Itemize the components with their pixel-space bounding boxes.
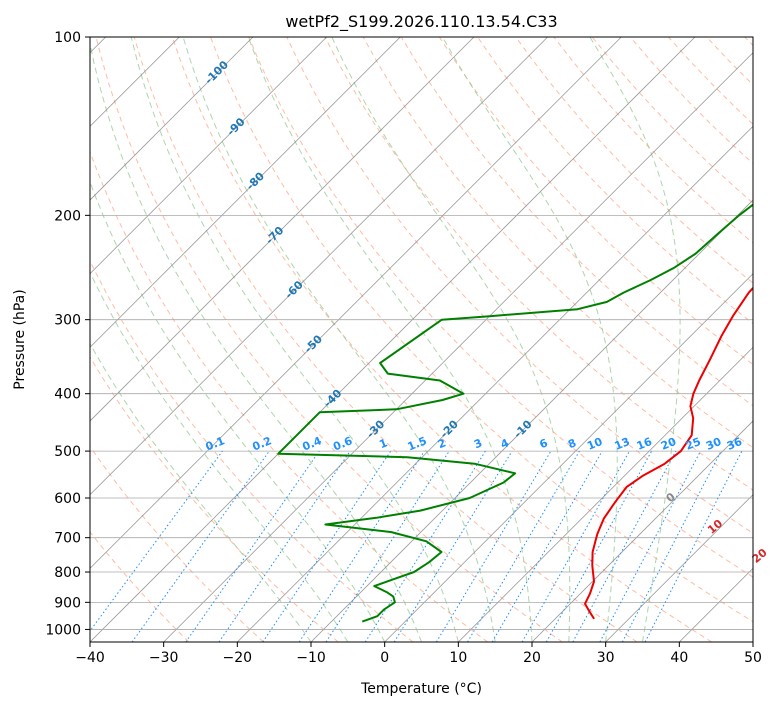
x-tick-label: 10	[449, 650, 467, 666]
x-tick-label: 30	[597, 650, 615, 666]
y-tick-label: 200	[54, 208, 81, 224]
y-tick-label: 600	[54, 491, 81, 507]
x-tick-label: 40	[670, 650, 688, 666]
x-tick-label: −30	[149, 650, 179, 666]
x-tick-label: −40	[75, 650, 105, 666]
x-tick-label: 0	[380, 650, 389, 666]
y-tick-label: 1000	[45, 622, 81, 638]
x-tick-label: −10	[296, 650, 326, 666]
y-tick-label: 900	[54, 595, 81, 611]
y-tick-label: 800	[54, 565, 81, 581]
x-tick-label: −20	[223, 650, 253, 666]
y-tick-label: 500	[54, 444, 81, 460]
y-tick-label: 100	[54, 30, 81, 46]
x-tick-label: 50	[744, 650, 762, 666]
x-axis-label: Temperature (°C)	[360, 681, 482, 697]
y-tick-label: 700	[54, 531, 81, 547]
y-tick-label: 400	[54, 387, 81, 403]
y-tick-label: 300	[54, 313, 81, 329]
chart-title: wetPf2_S199.2026.110.13.54.C33	[285, 12, 557, 32]
y-axis-label: Pressure (hPa)	[12, 289, 28, 389]
x-tick-label: 20	[523, 650, 541, 666]
